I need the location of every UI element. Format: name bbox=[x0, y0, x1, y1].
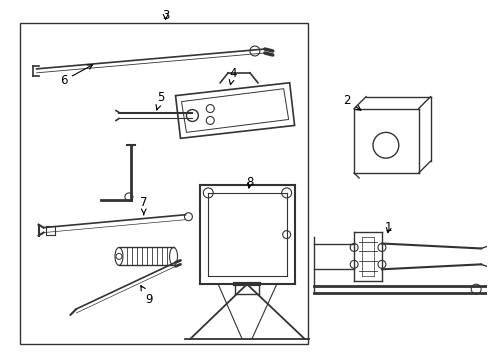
Text: 7: 7 bbox=[140, 196, 147, 215]
Text: 9: 9 bbox=[141, 286, 152, 306]
Text: 3: 3 bbox=[162, 9, 169, 22]
Text: 6: 6 bbox=[60, 65, 92, 87]
Text: 4: 4 bbox=[229, 67, 236, 85]
Text: 5: 5 bbox=[156, 91, 164, 110]
Text: 2: 2 bbox=[343, 94, 360, 110]
Bar bbox=[20, 23, 307, 344]
Circle shape bbox=[349, 260, 357, 268]
Circle shape bbox=[377, 243, 385, 251]
Text: 1: 1 bbox=[385, 221, 392, 234]
Circle shape bbox=[349, 243, 357, 251]
Circle shape bbox=[377, 260, 385, 268]
Text: 8: 8 bbox=[246, 176, 253, 189]
